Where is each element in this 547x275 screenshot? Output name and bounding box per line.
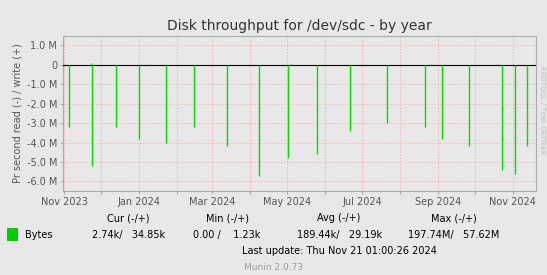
Text: Max (-/+): Max (-/+) (431, 213, 477, 223)
Text: Munin 2.0.73: Munin 2.0.73 (244, 263, 303, 272)
Text: Bytes: Bytes (25, 230, 52, 240)
Text: Min (-/+): Min (-/+) (206, 213, 248, 223)
Text: 0.00 /    1.23k: 0.00 / 1.23k (193, 230, 261, 240)
Text: Cur (-/+): Cur (-/+) (107, 213, 150, 223)
Text: 2.74k/   34.85k: 2.74k/ 34.85k (92, 230, 165, 240)
Text: RRDTOOL / TOBI OETIKER: RRDTOOL / TOBI OETIKER (539, 66, 545, 154)
Text: Last update: Thu Nov 21 01:00:26 2024: Last update: Thu Nov 21 01:00:26 2024 (242, 246, 437, 256)
Text: 189.44k/   29.19k: 189.44k/ 29.19k (296, 230, 382, 240)
Text: 197.74M/   57.62M: 197.74M/ 57.62M (408, 230, 500, 240)
Text: Avg (-/+): Avg (-/+) (317, 213, 361, 223)
Y-axis label: Pr second read (-) / write (+): Pr second read (-) / write (+) (13, 43, 22, 183)
Title: Disk throughput for /dev/sdc - by year: Disk throughput for /dev/sdc - by year (167, 19, 432, 33)
